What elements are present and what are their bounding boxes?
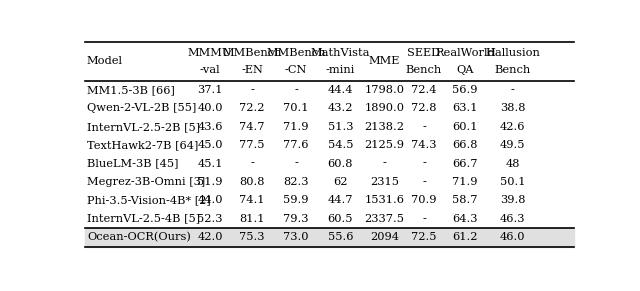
Text: 64.3: 64.3 <box>452 214 477 224</box>
Text: -: - <box>250 159 254 168</box>
Text: Bench: Bench <box>494 65 531 75</box>
Text: SEED: SEED <box>408 48 440 58</box>
Text: 72.2: 72.2 <box>239 103 265 113</box>
Text: 70.1: 70.1 <box>284 103 308 113</box>
Text: 50.1: 50.1 <box>500 177 525 187</box>
Text: 66.8: 66.8 <box>452 140 477 150</box>
Text: 62: 62 <box>333 177 348 187</box>
Text: MME: MME <box>369 56 400 66</box>
Text: 66.7: 66.7 <box>452 159 477 168</box>
Text: 37.1: 37.1 <box>197 85 223 95</box>
Text: -: - <box>511 85 515 95</box>
Text: 2315: 2315 <box>370 177 399 187</box>
Text: 52.3: 52.3 <box>197 214 223 224</box>
Text: Qwen-2-VL-2B [55]: Qwen-2-VL-2B [55] <box>87 103 196 113</box>
Text: 2094: 2094 <box>370 233 399 242</box>
Text: 72.4: 72.4 <box>412 85 436 95</box>
Text: 49.5: 49.5 <box>500 140 525 150</box>
Text: RealWorld: RealWorld <box>435 48 495 58</box>
Text: 38.8: 38.8 <box>500 103 525 113</box>
Text: 51.3: 51.3 <box>328 122 353 132</box>
Text: MMBench: MMBench <box>222 48 282 58</box>
Text: 63.1: 63.1 <box>452 103 477 113</box>
Text: 73.0: 73.0 <box>284 233 308 242</box>
Text: Hallusion: Hallusion <box>485 48 540 58</box>
Text: -: - <box>294 159 298 168</box>
Text: 43.6: 43.6 <box>197 122 223 132</box>
Text: 72.8: 72.8 <box>412 103 436 113</box>
Text: 59.9: 59.9 <box>284 195 308 205</box>
Text: MMBench: MMBench <box>266 48 326 58</box>
Text: 77.5: 77.5 <box>239 140 265 150</box>
Text: InternVL-2.5-2B [5]: InternVL-2.5-2B [5] <box>87 122 200 132</box>
Bar <box>85 228 573 247</box>
Text: 60.5: 60.5 <box>328 214 353 224</box>
Text: 51.9: 51.9 <box>197 177 223 187</box>
Text: 1890.0: 1890.0 <box>364 103 404 113</box>
Text: 70.9: 70.9 <box>412 195 436 205</box>
Text: 40.0: 40.0 <box>197 103 223 113</box>
Text: -val: -val <box>200 65 220 75</box>
Text: 1798.0: 1798.0 <box>364 85 404 95</box>
Text: 71.9: 71.9 <box>452 177 477 187</box>
Text: Phi-3.5-Vision-4B* [2]: Phi-3.5-Vision-4B* [2] <box>87 195 211 205</box>
Text: Megrez-3B-Omni [3]: Megrez-3B-Omni [3] <box>87 177 205 187</box>
Text: -: - <box>294 85 298 95</box>
Text: 60.1: 60.1 <box>452 122 477 132</box>
Text: QA: QA <box>456 65 474 75</box>
Text: 77.6: 77.6 <box>284 140 308 150</box>
Text: -EN: -EN <box>241 65 263 75</box>
Text: -: - <box>422 214 426 224</box>
Text: 80.8: 80.8 <box>239 177 265 187</box>
Text: 56.9: 56.9 <box>452 85 477 95</box>
Text: InternVL-2.5-4B [5]: InternVL-2.5-4B [5] <box>87 214 200 224</box>
Text: MathVista: MathVista <box>311 48 370 58</box>
Text: 42.6: 42.6 <box>500 122 525 132</box>
Text: -: - <box>383 159 387 168</box>
Text: 46.3: 46.3 <box>500 214 525 224</box>
Text: 71.9: 71.9 <box>284 122 308 132</box>
Text: 48: 48 <box>505 159 520 168</box>
Text: -: - <box>250 85 254 95</box>
Text: 60.8: 60.8 <box>328 159 353 168</box>
Text: 1531.6: 1531.6 <box>364 195 404 205</box>
Text: 61.2: 61.2 <box>452 233 477 242</box>
Text: Model: Model <box>87 56 123 66</box>
Text: 58.7: 58.7 <box>452 195 477 205</box>
Text: -: - <box>422 159 426 168</box>
Text: MMMU: MMMU <box>188 48 232 58</box>
Text: -: - <box>422 122 426 132</box>
Text: 45.1: 45.1 <box>197 159 223 168</box>
Text: 2138.2: 2138.2 <box>364 122 404 132</box>
Text: 42.0: 42.0 <box>197 233 223 242</box>
Text: 74.7: 74.7 <box>239 122 265 132</box>
Text: 81.1: 81.1 <box>239 214 265 224</box>
Text: 45.0: 45.0 <box>197 140 223 150</box>
Text: 74.1: 74.1 <box>239 195 265 205</box>
Text: 43.2: 43.2 <box>328 103 353 113</box>
Text: Ocean-OCR(Ours): Ocean-OCR(Ours) <box>87 232 191 242</box>
Text: TextHawk2-7B [64]: TextHawk2-7B [64] <box>87 140 198 150</box>
Text: 39.8: 39.8 <box>500 195 525 205</box>
Text: MM1.5-3B [66]: MM1.5-3B [66] <box>87 85 175 95</box>
Text: BlueLM-3B [45]: BlueLM-3B [45] <box>87 159 179 168</box>
Text: -CN: -CN <box>285 65 307 75</box>
Text: 2337.5: 2337.5 <box>364 214 404 224</box>
Text: 55.6: 55.6 <box>328 233 353 242</box>
Text: 72.5: 72.5 <box>412 233 436 242</box>
Text: -mini: -mini <box>326 65 355 75</box>
Text: 79.3: 79.3 <box>284 214 308 224</box>
Text: 44.7: 44.7 <box>328 195 353 205</box>
Text: 54.5: 54.5 <box>328 140 353 150</box>
Text: 74.3: 74.3 <box>412 140 436 150</box>
Text: 46.0: 46.0 <box>500 233 525 242</box>
Text: 2125.9: 2125.9 <box>364 140 404 150</box>
Text: 75.3: 75.3 <box>239 233 265 242</box>
Text: 82.3: 82.3 <box>284 177 308 187</box>
Text: 44.4: 44.4 <box>328 85 353 95</box>
Text: 44.0: 44.0 <box>197 195 223 205</box>
Text: Bench: Bench <box>406 65 442 75</box>
Text: -: - <box>422 177 426 187</box>
